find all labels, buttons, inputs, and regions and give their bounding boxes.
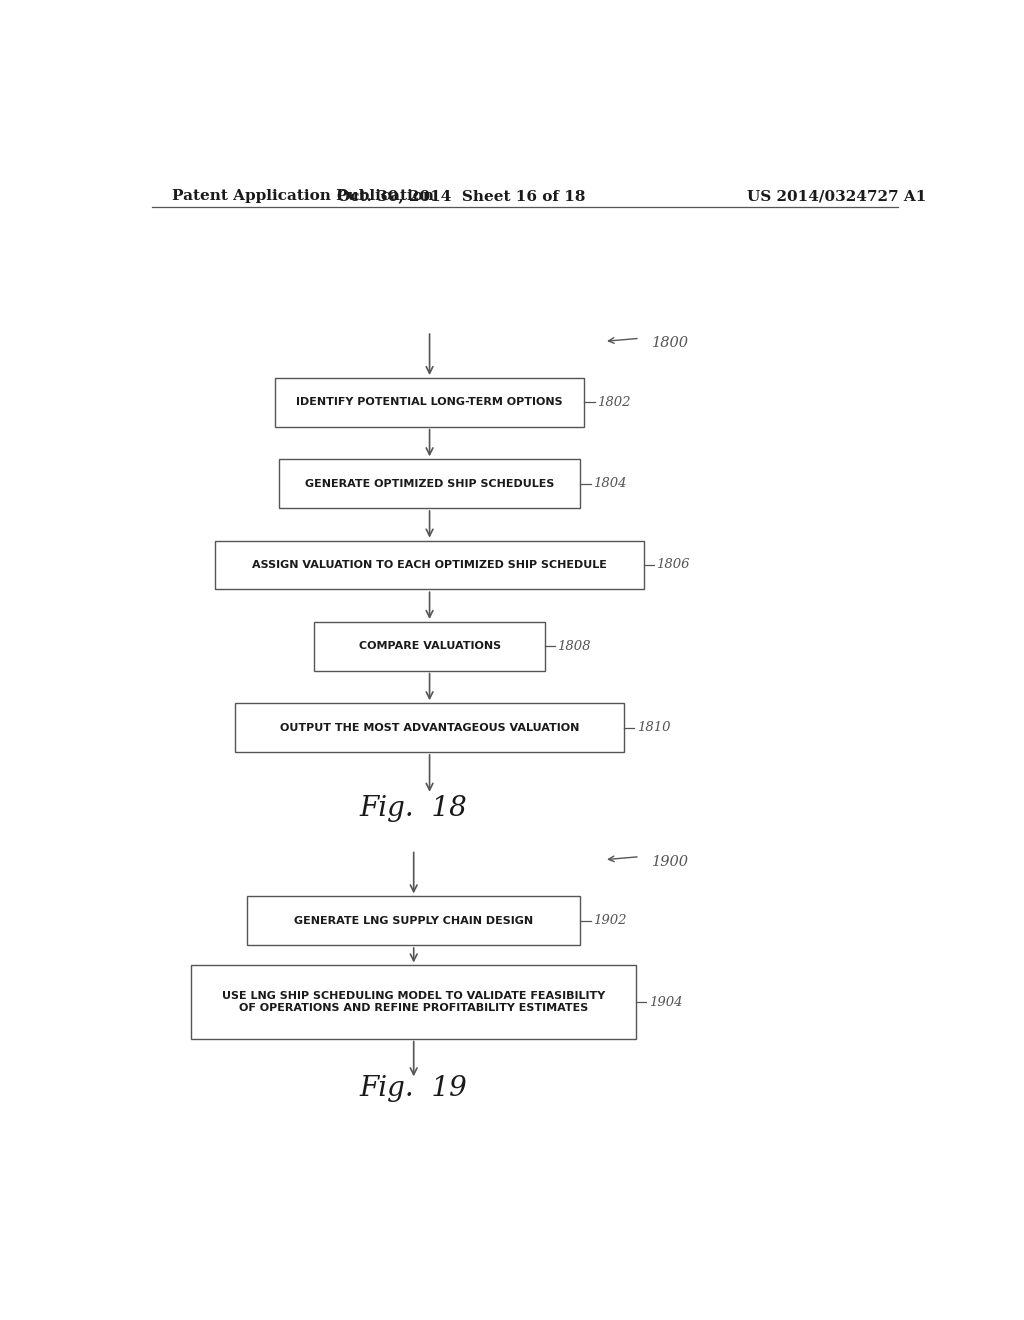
Text: Oct. 30, 2014  Sheet 16 of 18: Oct. 30, 2014 Sheet 16 of 18 — [337, 189, 586, 203]
FancyBboxPatch shape — [191, 965, 636, 1039]
Text: OUTPUT THE MOST ADVANTAGEOUS VALUATION: OUTPUT THE MOST ADVANTAGEOUS VALUATION — [280, 722, 580, 733]
Text: ASSIGN VALUATION TO EACH OPTIMIZED SHIP SCHEDULE: ASSIGN VALUATION TO EACH OPTIMIZED SHIP … — [252, 560, 607, 570]
FancyBboxPatch shape — [247, 896, 581, 945]
Text: 1804: 1804 — [593, 477, 627, 490]
Text: US 2014/0324727 A1: US 2014/0324727 A1 — [748, 189, 927, 203]
FancyBboxPatch shape — [236, 704, 624, 752]
Text: Fig.  19: Fig. 19 — [359, 1074, 468, 1102]
Text: 1810: 1810 — [637, 721, 670, 734]
Text: 1802: 1802 — [597, 396, 631, 409]
Text: 1808: 1808 — [557, 640, 591, 653]
Text: GENERATE OPTIMIZED SHIP SCHEDULES: GENERATE OPTIMIZED SHIP SCHEDULES — [305, 479, 554, 488]
Text: 1904: 1904 — [648, 995, 682, 1008]
Text: 1800: 1800 — [652, 337, 689, 350]
FancyBboxPatch shape — [314, 622, 545, 671]
Text: 1900: 1900 — [652, 855, 689, 869]
Text: USE LNG SHIP SCHEDULING MODEL TO VALIDATE FEASIBILITY
OF OPERATIONS AND REFINE P: USE LNG SHIP SCHEDULING MODEL TO VALIDAT… — [222, 991, 605, 1012]
Text: IDENTIFY POTENTIAL LONG-TERM OPTIONS: IDENTIFY POTENTIAL LONG-TERM OPTIONS — [296, 397, 563, 408]
Text: COMPARE VALUATIONS: COMPARE VALUATIONS — [358, 642, 501, 651]
Text: 1902: 1902 — [593, 915, 627, 927]
Text: Patent Application Publication: Patent Application Publication — [172, 189, 433, 203]
Text: GENERATE LNG SUPPLY CHAIN DESIGN: GENERATE LNG SUPPLY CHAIN DESIGN — [294, 916, 534, 925]
FancyBboxPatch shape — [279, 459, 581, 508]
Text: Fig.  18: Fig. 18 — [359, 796, 468, 822]
FancyBboxPatch shape — [274, 378, 585, 426]
FancyBboxPatch shape — [215, 541, 644, 589]
Text: 1806: 1806 — [656, 558, 690, 572]
